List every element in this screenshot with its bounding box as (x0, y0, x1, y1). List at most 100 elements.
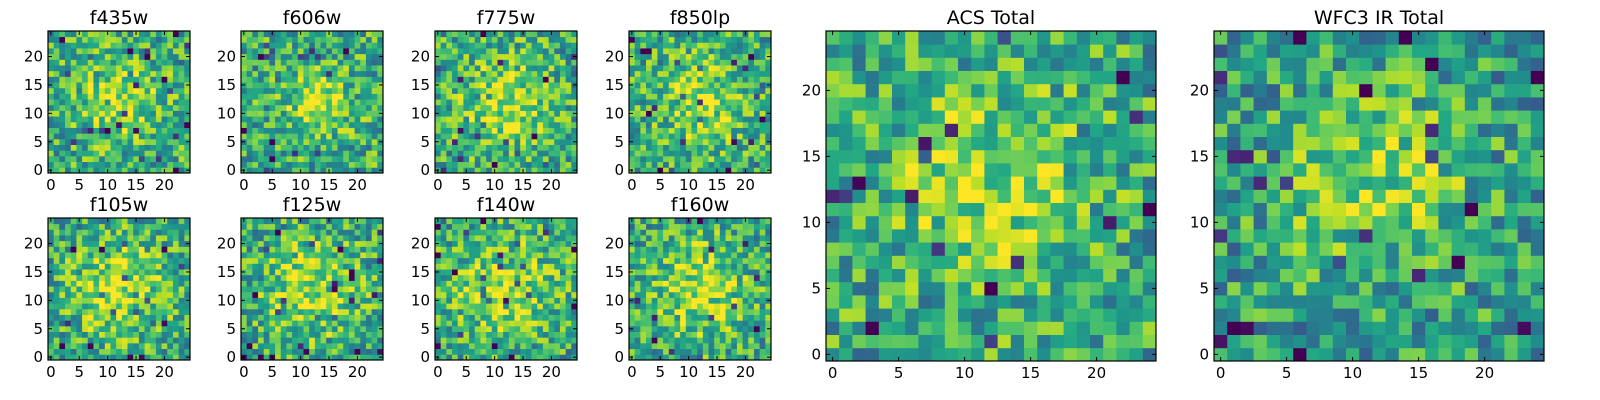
heatmap-cell (309, 87, 316, 94)
heatmap-cell (435, 308, 442, 315)
heatmap-cell (668, 116, 675, 123)
heatmap-cell (486, 286, 493, 293)
heatmap-cell (65, 229, 72, 236)
heatmap-cell (719, 150, 726, 157)
heatmap-cell (651, 144, 658, 151)
heatmap-cell (634, 82, 641, 89)
heatmap-cell (765, 280, 772, 287)
heatmap-cell (116, 36, 123, 43)
heatmap-cell (542, 325, 549, 332)
heatmap-cell (337, 93, 344, 100)
heatmap-cell (241, 36, 248, 43)
heatmap-cell (531, 286, 538, 293)
heatmap-cell (297, 110, 304, 117)
heatmap-cell (531, 87, 538, 94)
heatmap-cell (286, 297, 293, 304)
heatmap-cell (736, 337, 743, 344)
heatmap-cell (559, 274, 567, 281)
heatmap-cell (172, 303, 180, 310)
heatmap-cell (138, 104, 145, 111)
heatmap-cell (292, 104, 299, 111)
heatmap-cell (663, 99, 670, 106)
heatmap-cell (680, 138, 687, 145)
heatmap-cell (651, 167, 658, 174)
heatmap-cell (121, 133, 128, 140)
heatmap-cell (697, 325, 704, 332)
heatmap-cell (753, 354, 761, 361)
heatmap-cell (719, 59, 726, 66)
heatmap-cell (634, 354, 641, 361)
heatmap-cell (65, 82, 72, 89)
heatmap-cell (748, 337, 755, 344)
heatmap-cell (691, 308, 698, 315)
heatmap-cell (497, 342, 504, 350)
heatmap-cell (331, 87, 338, 94)
heatmap-cell (246, 144, 253, 151)
heatmap-cell (246, 82, 253, 89)
heatmap-cell (629, 342, 636, 350)
heatmap-cell (110, 93, 117, 100)
heatmap-cell (503, 155, 510, 163)
heatmap-cell (155, 144, 162, 151)
heatmap-cell (292, 127, 299, 134)
heatmap-cell (76, 150, 83, 157)
heatmap-cell (674, 76, 681, 83)
heatmap-cell (508, 354, 515, 361)
heatmap-cell (82, 99, 89, 106)
heatmap-cell (486, 280, 493, 287)
heatmap-cell (371, 223, 378, 230)
heatmap-cell (104, 291, 111, 298)
heatmap-cell (320, 314, 327, 321)
heatmap-cell (314, 93, 321, 100)
heatmap-cell (559, 314, 567, 321)
heatmap-cell (486, 320, 493, 327)
heatmap-cell (520, 280, 527, 287)
heatmap-cell (685, 286, 692, 293)
axes-frame (628, 30, 772, 174)
heatmap-cell (65, 325, 72, 332)
heatmap-cell (172, 269, 180, 276)
heatmap-cell (360, 116, 367, 123)
heatmap-cell (663, 82, 670, 89)
heatmap-cell (87, 235, 94, 242)
heatmap-cell (172, 246, 180, 253)
heatmap-cell (514, 257, 521, 264)
heatmap-cell (309, 240, 316, 247)
heatmap-cell (736, 348, 743, 355)
heatmap-cell (537, 59, 544, 66)
heatmap-cell (708, 76, 715, 83)
heatmap-cell (309, 246, 316, 253)
heatmap-cell (297, 337, 304, 344)
heatmap-cell (280, 70, 287, 77)
heatmap-cell (365, 274, 373, 281)
heatmap-cell (646, 274, 653, 281)
heatmap-cell (155, 308, 162, 315)
heatmap-cell (172, 218, 180, 225)
heatmap-cell (76, 223, 83, 230)
heatmap-cell (491, 235, 498, 242)
heatmap-cell (269, 229, 276, 236)
heatmap-cell (314, 76, 321, 83)
heatmap-cell (65, 110, 72, 117)
heatmap-cell (116, 161, 123, 168)
heatmap-cell (440, 246, 447, 253)
heatmap-cell (708, 325, 715, 332)
heatmap-cell (138, 223, 145, 230)
heatmap-cell (303, 223, 310, 230)
heatmap-cell (297, 303, 304, 310)
heatmap-cell (172, 121, 180, 128)
heatmap-cell (70, 65, 77, 72)
x-tick-label: 15 (126, 176, 145, 194)
heatmap-cell (651, 70, 658, 77)
heatmap-cell (65, 263, 72, 270)
heatmap-cell (452, 42, 459, 49)
heatmap-cell (65, 314, 72, 321)
heatmap-cell (269, 133, 276, 140)
heatmap-cell (657, 144, 664, 151)
heatmap-cell (53, 76, 60, 83)
heatmap-cell (377, 257, 384, 264)
heatmap-cell (269, 82, 276, 89)
heatmap-cell (116, 229, 123, 236)
heatmap-cell (76, 161, 83, 168)
heatmap-cell (377, 133, 384, 140)
